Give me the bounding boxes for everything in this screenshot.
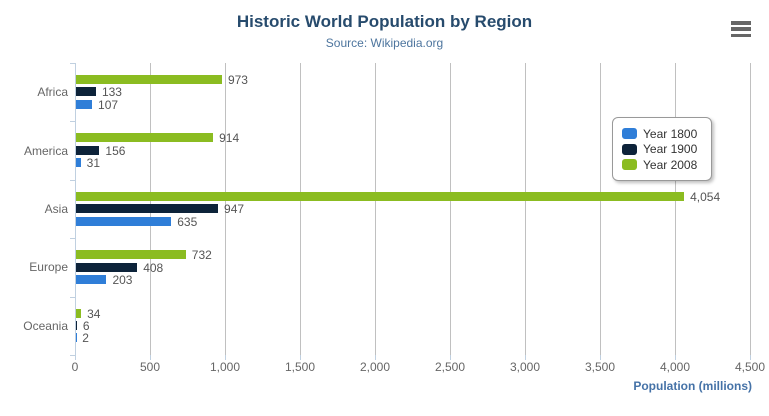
bar-value-label: 635 (177, 214, 198, 229)
bar-value-label: 133 (101, 85, 122, 100)
gridline (450, 63, 451, 355)
x-axis-label: 2,500 (434, 360, 466, 374)
chart-subtitle: Source: Wikipedia.org (325, 36, 444, 50)
x-axis-label: 1,000 (209, 360, 241, 374)
gridline (225, 63, 226, 355)
x-axis-tick (375, 355, 376, 360)
bar-value-label: 31 (86, 156, 100, 171)
gridline (600, 63, 601, 355)
category-label: America (23, 143, 68, 158)
bar-value-label: 107 (98, 97, 119, 112)
bar[interactable] (76, 145, 100, 155)
hamburger-icon[interactable] (729, 20, 753, 38)
bar[interactable] (76, 99, 93, 109)
x-axis-tick (525, 355, 526, 360)
legend-item[interactable]: Year 1800 (622, 127, 711, 141)
x-axis-label: 500 (139, 360, 161, 374)
bar-value-label: 2 (82, 331, 89, 346)
bar[interactable] (76, 250, 186, 260)
bar[interactable] (76, 158, 81, 168)
bar[interactable] (76, 262, 138, 272)
bar-value-label: 34 (87, 306, 101, 321)
x-axis-tick (225, 355, 226, 360)
hamburger-bar (731, 21, 751, 25)
legend-swatch (622, 128, 637, 139)
legend-label: Year 1900 (643, 142, 698, 156)
gridline (525, 63, 526, 355)
x-axis-tick (750, 355, 751, 360)
chart-title: Historic World Population by Region (236, 12, 533, 31)
gridline (750, 63, 751, 355)
x-axis-label: 4,000 (659, 360, 691, 374)
bar-value-label: 914 (219, 131, 240, 146)
x-axis-tick (675, 355, 676, 360)
category-axis-tick (70, 121, 75, 123)
x-axis-tick (600, 355, 601, 360)
bar[interactable] (76, 308, 82, 318)
x-axis-label: 0 (71, 360, 79, 374)
legend-label: Year 1800 (643, 126, 698, 141)
category-axis-tick (70, 296, 75, 298)
category-label: Europe (29, 260, 68, 275)
bar-value-label: 203 (112, 273, 133, 287)
bar[interactable] (76, 133, 214, 143)
category-axis-line (75, 63, 76, 355)
x-axis-label: 2,000 (359, 360, 391, 374)
bar[interactable] (76, 191, 685, 201)
x-axis-tick (450, 355, 451, 360)
category-axis-tick (70, 238, 75, 240)
legend-swatch (622, 143, 637, 155)
x-axis-label: 4,500 (734, 360, 766, 374)
bar-value-label: 947 (224, 202, 245, 217)
bar-value-label: 6 (82, 319, 90, 333)
x-axis-tick (300, 355, 301, 360)
hamburger-bar (731, 33, 751, 37)
bar-value-label: 4,054 (690, 189, 721, 204)
bar[interactable] (76, 204, 219, 214)
bar-value-label: 732 (191, 248, 212, 263)
x-axis-label: 3,500 (584, 360, 616, 374)
bar[interactable] (76, 216, 172, 226)
category-axis-tick (70, 63, 75, 64)
x-axis-label: 3,000 (509, 360, 541, 374)
legend-label: Year 2008 (643, 157, 698, 172)
x-axis-label: 1,500 (284, 360, 316, 374)
category-label: Africa (37, 85, 68, 100)
hamburger-bar (731, 27, 751, 31)
category-label: Oceania (23, 318, 68, 333)
bar[interactable] (76, 275, 107, 284)
legend-item[interactable]: Year 1900 (622, 142, 711, 156)
bar-value-label: 408 (143, 260, 164, 275)
x-axis-tick (75, 355, 76, 360)
bar[interactable] (76, 75, 222, 84)
bar-value-label: 156 (105, 143, 126, 158)
x-axis-tick (150, 355, 151, 360)
category-axis-tick (70, 179, 75, 181)
bar[interactable] (76, 87, 96, 97)
x-axis-title: Population (millions) (633, 379, 752, 393)
gridline (300, 63, 301, 355)
legend-swatch (622, 159, 637, 170)
category-label: Asia (44, 201, 68, 216)
legend: Year 1800 Year 1900 Year 2008 (612, 117, 712, 181)
bar-value-label: 973 (227, 73, 248, 87)
bar[interactable] (76, 321, 77, 330)
legend-item[interactable]: Year 2008 (622, 158, 711, 172)
gridline (675, 63, 676, 355)
gridline (375, 63, 376, 355)
category-axis-tick (70, 355, 75, 356)
